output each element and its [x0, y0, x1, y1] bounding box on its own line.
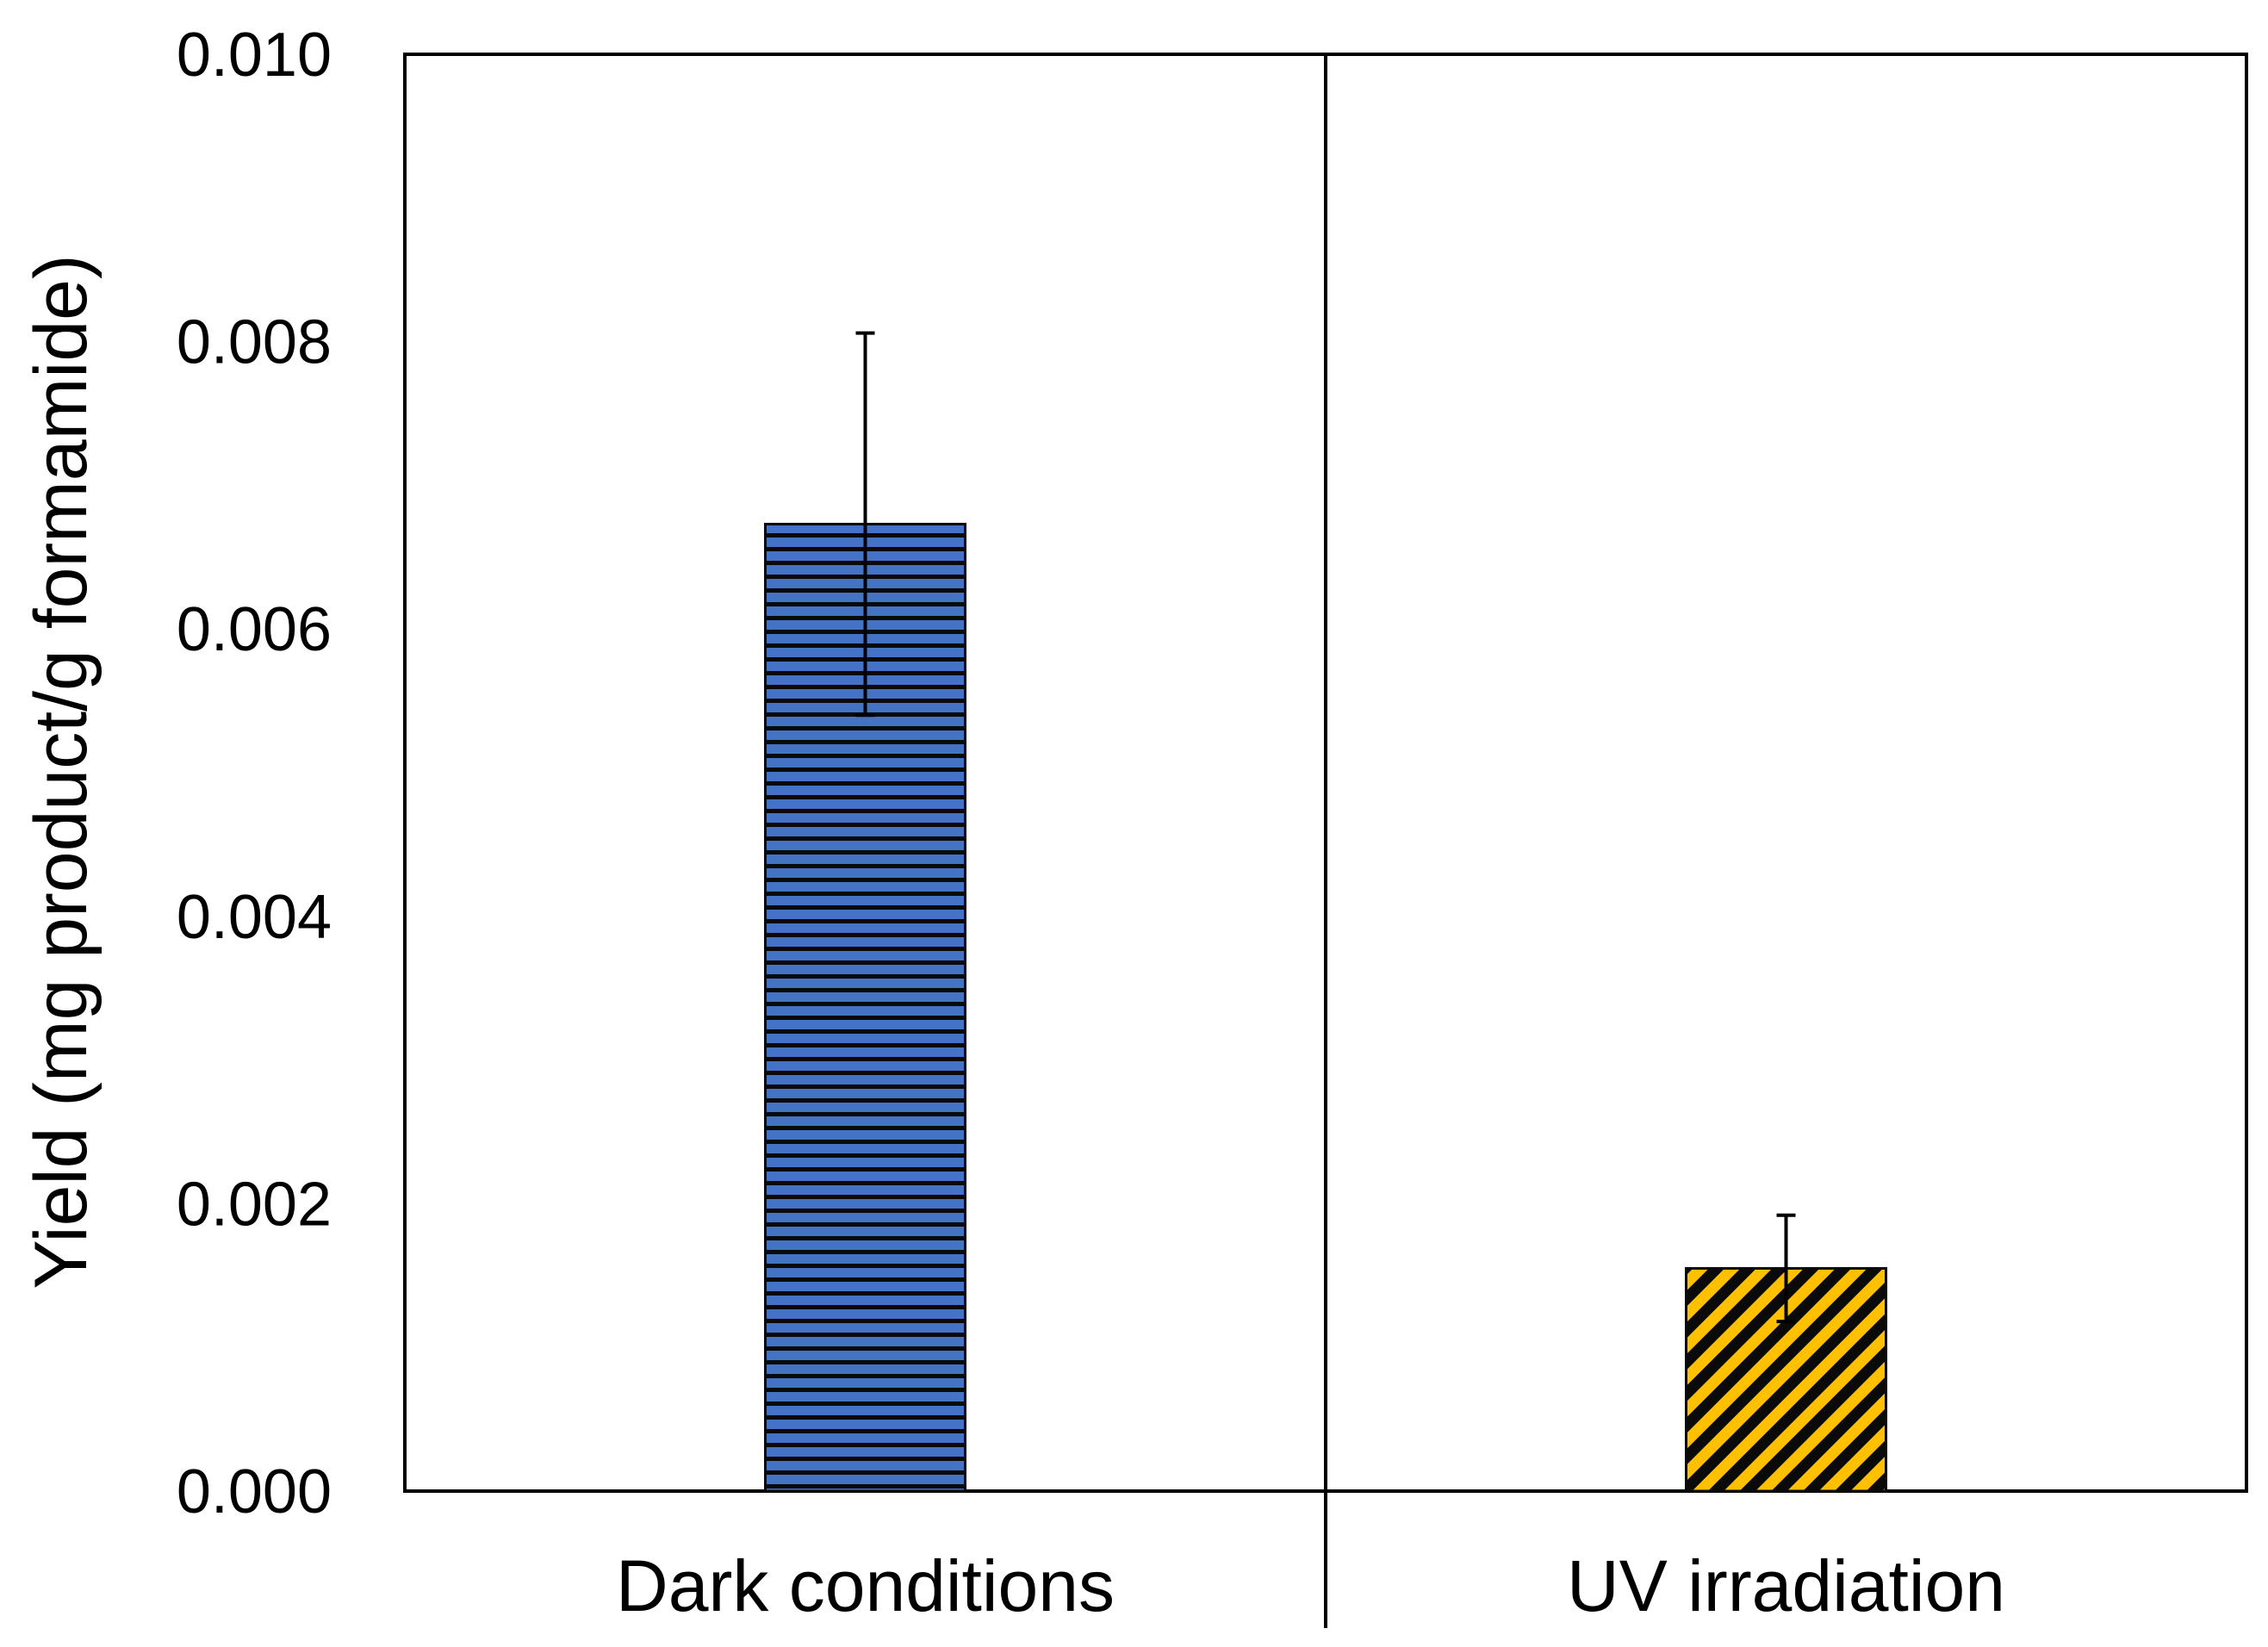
- y-axis-title: Yield (mg product/g formamide): [20, 254, 103, 1289]
- plot-area: [403, 53, 2248, 1628]
- x-category-label: UV irradiation: [1567, 1545, 2005, 1626]
- bar-series: [764, 331, 1887, 1493]
- y-tick-label: 0.004: [177, 883, 332, 952]
- x-axis: Dark conditions UV irradiation: [616, 1545, 2005, 1626]
- x-category-label: Dark conditions: [616, 1545, 1115, 1626]
- error-bar-0: [855, 331, 875, 718]
- error-bar-1: [1776, 1213, 1796, 1324]
- y-tick-label: 0.010: [177, 21, 332, 90]
- y-tick-label: 0.006: [177, 595, 332, 664]
- y-tick-label: 0.008: [177, 308, 332, 377]
- y-tick-label: 0.002: [177, 1170, 332, 1239]
- y-axis: 0.000 0.002 0.004 0.006 0.008 0.010: [177, 21, 332, 1526]
- y-tick-label: 0.000: [177, 1457, 332, 1526]
